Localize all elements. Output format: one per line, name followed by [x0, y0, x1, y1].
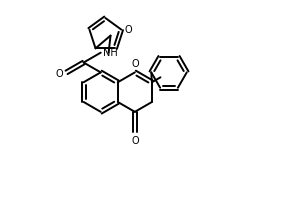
Text: O: O — [131, 136, 139, 146]
Text: O: O — [131, 59, 139, 69]
Text: NH: NH — [103, 48, 117, 58]
Text: O: O — [56, 69, 64, 79]
Text: O: O — [124, 25, 132, 35]
